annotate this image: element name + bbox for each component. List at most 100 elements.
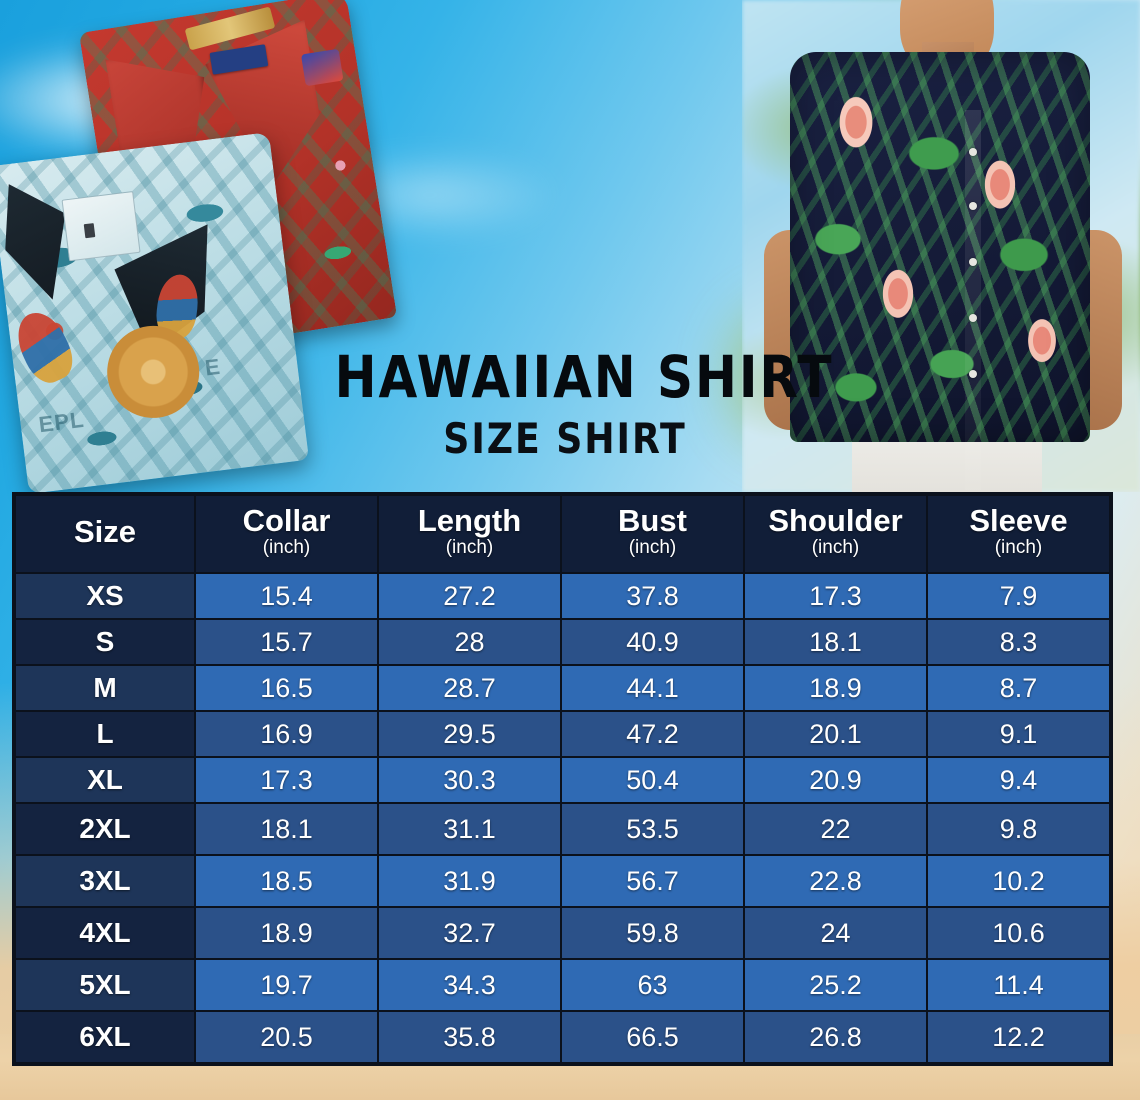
cell-collar: 19.7 [195, 959, 378, 1011]
brand-tag [300, 48, 344, 87]
size-label-cell: XL [15, 757, 195, 803]
column-header-label: Length [417, 502, 522, 538]
button-placket [965, 110, 981, 490]
model-photo [742, 0, 1140, 492]
column-header-sleeve: Sleeve (inch) [927, 495, 1110, 573]
cell-length: 32.7 [378, 907, 561, 959]
size-label-cell: 2XL [15, 803, 195, 855]
cell-shoulder: 24 [744, 907, 927, 959]
chest-pocket [61, 191, 141, 262]
cell-shoulder: 25.2 [744, 959, 927, 1011]
column-header-unit: (inch) [628, 537, 677, 559]
column-header-length: Length (inch) [378, 495, 561, 573]
cell-collar: 18.9 [195, 907, 378, 959]
cell-bust: 40.9 [561, 619, 744, 665]
cell-bust: 37.8 [561, 573, 744, 619]
cell-shoulder: 26.8 [744, 1011, 927, 1063]
cell-length: 31.9 [378, 855, 561, 907]
column-header-label: Size [73, 513, 137, 549]
cell-collar: 20.5 [195, 1011, 378, 1063]
table-row: 4XL 18.9 32.7 59.8 24 10.6 [15, 907, 1110, 959]
column-header-bust: Bust (inch) [561, 495, 744, 573]
cell-bust: 53.5 [561, 803, 744, 855]
table-row: M 16.5 28.7 44.1 18.9 8.7 [15, 665, 1110, 711]
cell-shoulder: 22.8 [744, 855, 927, 907]
size-label-cell: 5XL [15, 959, 195, 1011]
blue-hawaiian-shirt: EPL E [0, 132, 310, 494]
size-label-cell: L [15, 711, 195, 757]
fabric-print-text: E [203, 353, 223, 381]
cell-bust: 47.2 [561, 711, 744, 757]
cell-length: 35.8 [378, 1011, 561, 1063]
size-label-cell: XS [15, 573, 195, 619]
table-header: Size Collar (inch) Length (inch) Bust (inch) Sh… [15, 495, 1110, 573]
cell-collar: 17.3 [195, 757, 378, 803]
column-header-unit: (inch) [445, 537, 494, 559]
cell-length: 31.1 [378, 803, 561, 855]
column-header-shoulder: Shoulder (inch) [744, 495, 927, 573]
cell-collar: 15.4 [195, 573, 378, 619]
cell-bust: 50.4 [561, 757, 744, 803]
fabric-print-text: EPL [37, 406, 86, 438]
column-header-unit: (inch) [994, 537, 1043, 559]
cell-bust: 66.5 [561, 1011, 744, 1063]
cell-sleeve: 9.1 [927, 711, 1110, 757]
column-header-label: Shoulder [768, 502, 903, 538]
shirt-button [969, 202, 977, 210]
cell-sleeve: 10.2 [927, 855, 1110, 907]
shirt-button [969, 148, 977, 156]
cell-shoulder: 18.9 [744, 665, 927, 711]
cell-bust: 63 [561, 959, 744, 1011]
cell-bust: 56.7 [561, 855, 744, 907]
cell-collar: 18.1 [195, 803, 378, 855]
cell-bust: 44.1 [561, 665, 744, 711]
cell-sleeve: 10.6 [927, 907, 1110, 959]
table-row: S 15.7 28 40.9 18.1 8.3 [15, 619, 1110, 665]
cell-collar: 15.7 [195, 619, 378, 665]
size-label-cell: 6XL [15, 1011, 195, 1063]
cell-shoulder: 20.1 [744, 711, 927, 757]
table-row: 6XL 20.5 35.8 66.5 26.8 12.2 [15, 1011, 1110, 1063]
size-table: Size Collar (inch) Length (inch) Bust (inch) Sh… [12, 492, 1113, 1066]
hibiscus-motif [101, 320, 205, 424]
collar-left [0, 178, 75, 305]
cell-length: 34.3 [378, 959, 561, 1011]
cell-sleeve: 9.8 [927, 803, 1110, 855]
page-subtitle: SIZE SHIRT [443, 414, 687, 463]
column-header-collar: Collar (inch) [195, 495, 378, 573]
table-row: 3XL 18.5 31.9 56.7 22.8 10.2 [15, 855, 1110, 907]
cell-sleeve: 8.3 [927, 619, 1110, 665]
cell-bust: 59.8 [561, 907, 744, 959]
cell-length: 28 [378, 619, 561, 665]
cell-length: 27.2 [378, 573, 561, 619]
cell-length: 28.7 [378, 665, 561, 711]
cell-shoulder: 18.1 [744, 619, 927, 665]
shirt-button [969, 314, 977, 322]
flamingo-hawaiian-shirt [790, 52, 1090, 490]
column-header-unit: (inch) [811, 537, 860, 559]
cell-sleeve: 8.7 [927, 665, 1110, 711]
page-title: HAWAIIAN SHIRT [334, 343, 834, 411]
table-row: 2XL 18.1 31.1 53.5 22 9.8 [15, 803, 1110, 855]
column-header-unit: (inch) [262, 537, 311, 559]
cell-shoulder: 20.9 [744, 757, 927, 803]
shirt-button [969, 370, 977, 378]
column-header-size: Size [15, 495, 195, 573]
cell-sleeve: 11.4 [927, 959, 1110, 1011]
size-label-cell: 3XL [15, 855, 195, 907]
cell-collar: 16.9 [195, 711, 378, 757]
cell-length: 30.3 [378, 757, 561, 803]
size-label-cell: M [15, 665, 195, 711]
size-label-cell: S [15, 619, 195, 665]
column-header-label: Collar [242, 502, 331, 538]
table-row: 5XL 19.7 34.3 63 25.2 11.4 [15, 959, 1110, 1011]
cell-length: 29.5 [378, 711, 561, 757]
column-header-label: Sleeve [969, 502, 1068, 538]
size-chart: Size Collar (inch) Length (inch) Bust (inch) Sh… [12, 492, 1113, 1066]
cell-sleeve: 9.4 [927, 757, 1110, 803]
shirt-button [969, 258, 977, 266]
table-row: XS 15.4 27.2 37.8 17.3 7.9 [15, 573, 1110, 619]
cell-shoulder: 22 [744, 803, 927, 855]
cell-sleeve: 12.2 [927, 1011, 1110, 1063]
table-row: XL 17.3 30.3 50.4 20.9 9.4 [15, 757, 1110, 803]
